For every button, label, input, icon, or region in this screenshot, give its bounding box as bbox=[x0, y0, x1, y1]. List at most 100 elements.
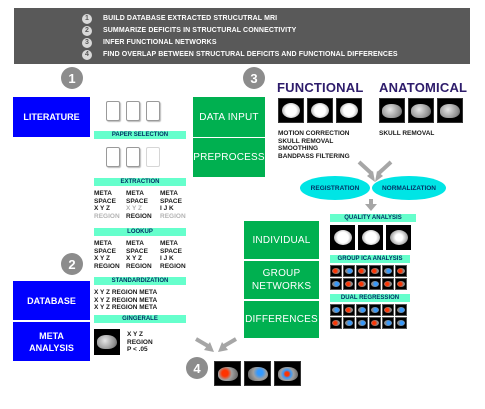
ica-component-thumbnail bbox=[369, 265, 381, 277]
result-line: X Y Z bbox=[127, 331, 144, 338]
paper-icon bbox=[106, 147, 120, 167]
preprocess-step: SKULL REMOVAL bbox=[278, 137, 334, 145]
data-input-box: DATA INPUT bbox=[193, 97, 265, 137]
standardization-label: STANDARDIZATION bbox=[94, 277, 186, 285]
database-box: DATABASE bbox=[13, 281, 90, 320]
quality-thumbnail bbox=[330, 225, 355, 250]
functional-thumbnail bbox=[307, 98, 333, 123]
brain-icon bbox=[382, 103, 402, 118]
gingerale-result: X Y Z REGION P < .05 bbox=[127, 331, 153, 354]
cell-line: REGION bbox=[94, 212, 120, 220]
standard-row: X Y Z REGION META bbox=[94, 289, 158, 296]
quality-thumbnails bbox=[330, 225, 411, 250]
fmri-blob-icon bbox=[361, 230, 380, 245]
cell-line: META bbox=[160, 190, 178, 197]
preprocess-step: BANDPASS FILTERING bbox=[278, 152, 350, 160]
ica-component-thumbnail bbox=[395, 265, 407, 277]
regression-thumbnail bbox=[330, 317, 342, 329]
ica-component-thumbnail bbox=[343, 265, 355, 277]
individual-box: INDIVIDUAL bbox=[244, 221, 319, 259]
standard-row: X Y Z REGION META bbox=[94, 296, 158, 304]
cell-line: REGION bbox=[160, 212, 186, 220]
group-networks-box: GROUP NETWORKS bbox=[244, 261, 319, 299]
ica-component-thumbnail bbox=[382, 278, 394, 290]
functional-thumbnail bbox=[336, 98, 362, 123]
step-number: 2 bbox=[82, 25, 92, 36]
down-arrow-icon bbox=[365, 199, 377, 211]
standardization-rows: X Y Z REGION META X Y Z REGION META X Y … bbox=[94, 289, 157, 312]
meta-analysis-box: META ANALYSIS bbox=[13, 322, 90, 361]
ica-component-thumbnail bbox=[369, 278, 381, 290]
preprocess-step: SKULL REMOVAL bbox=[379, 130, 435, 137]
fmri-blob-icon bbox=[311, 103, 329, 118]
lookup-col-1: META SPACE X Y Z REGION bbox=[94, 240, 120, 270]
paper-icon bbox=[146, 101, 160, 121]
ica-component-thumbnail bbox=[330, 265, 342, 277]
group-ica-grid bbox=[330, 265, 407, 290]
fmri-blob-icon bbox=[389, 230, 408, 245]
functional-title: FUNCTIONAL bbox=[277, 80, 364, 95]
overlap-arrows-icon bbox=[194, 337, 238, 352]
lookup-col-2: META SPACE X Y Z REGION bbox=[126, 240, 152, 270]
preprocess-step: SMOOTHING bbox=[278, 145, 319, 152]
regression-thumbnail bbox=[382, 317, 394, 329]
regression-thumbnail bbox=[369, 317, 381, 329]
functional-steps: MOTION CORRECTION SKULL REMOVAL SMOOTHIN… bbox=[278, 130, 350, 160]
overlap-thumbnails bbox=[214, 361, 301, 386]
preprocess-step: MOTION CORRECTION bbox=[278, 130, 350, 137]
cell-line: X Y Z bbox=[94, 205, 111, 212]
regression-thumbnail bbox=[356, 317, 368, 329]
ica-component-thumbnail bbox=[343, 278, 355, 290]
cell-line: META bbox=[94, 240, 112, 247]
step-text: BUILD DATABASE EXTRACTED STRUCUTRAL MRI bbox=[103, 15, 278, 22]
regression-thumbnail bbox=[395, 317, 407, 329]
paper-stack-bottom bbox=[106, 147, 160, 167]
cell-line: SPACE bbox=[160, 197, 182, 205]
regression-thumbnail bbox=[356, 304, 368, 316]
quality-analysis-label: QUALITY ANALYSIS bbox=[330, 214, 416, 222]
paper-icon bbox=[126, 101, 140, 121]
step-circle-1: 1 bbox=[61, 67, 83, 89]
cell-line: I J K bbox=[160, 205, 174, 212]
group-ica-label: GROUP ICA ANALYSIS bbox=[330, 255, 410, 263]
step-circle-2: 2 bbox=[61, 253, 83, 275]
regression-thumbnail bbox=[369, 304, 381, 316]
result-line: P < .05 bbox=[127, 346, 148, 353]
paper-icon bbox=[126, 147, 140, 167]
step-3: 3 INFER FUNCTIONAL NETWORKS bbox=[82, 37, 217, 48]
gingerale-brain-thumbnail bbox=[94, 329, 120, 355]
cell-line: X Y Z bbox=[94, 255, 111, 262]
result-line: REGION bbox=[127, 338, 153, 346]
ica-component-thumbnail bbox=[382, 265, 394, 277]
ica-component-thumbnail bbox=[395, 278, 407, 290]
cell-line: REGION bbox=[94, 262, 120, 270]
paper-selection-label: PAPER SELECTION bbox=[94, 131, 186, 139]
overlap-thumbnail bbox=[214, 361, 241, 386]
converge-arrows-icon bbox=[357, 160, 393, 182]
lookup-col-3: META SPACE I J K REGION bbox=[160, 240, 186, 270]
differences-box: DIFFERENCES bbox=[244, 301, 319, 338]
functional-thumbnail bbox=[278, 98, 304, 123]
paper-icon bbox=[146, 147, 160, 167]
regression-thumbnail bbox=[330, 304, 342, 316]
extraction-col-2: META SPACE X Y Z REGION bbox=[126, 190, 152, 220]
quality-thumbnail bbox=[386, 225, 411, 250]
step-number: 1 bbox=[82, 13, 92, 24]
step-4: 4 FIND OVERLAP BETWEEN STRUCTURAL DEFICI… bbox=[82, 49, 398, 60]
regression-thumbnail bbox=[382, 304, 394, 316]
cell-line: X Y Z bbox=[126, 205, 143, 212]
dual-regression-grid bbox=[330, 304, 407, 329]
step-text: FIND OVERLAP BETWEEN STRUCTURAL DEFICITS… bbox=[103, 51, 398, 58]
functional-thumbnails bbox=[278, 98, 362, 123]
steps-banner: 1 BUILD DATABASE EXTRACTED STRUCUTRAL MR… bbox=[14, 8, 470, 64]
literature-box: LITERATURE bbox=[13, 97, 90, 137]
anatomical-steps: SKULL REMOVAL bbox=[379, 130, 434, 138]
anatomical-thumbnail bbox=[437, 98, 463, 123]
registration-ellipse: REGISTRATION bbox=[300, 176, 370, 200]
cell-line: META bbox=[160, 240, 178, 247]
cell-line: META bbox=[126, 240, 144, 247]
ica-component-thumbnail bbox=[356, 278, 368, 290]
brain-icon bbox=[247, 366, 268, 381]
cell-line: SPACE bbox=[94, 247, 116, 255]
extraction-col-1: META SPACE X Y Z REGION bbox=[94, 190, 120, 220]
